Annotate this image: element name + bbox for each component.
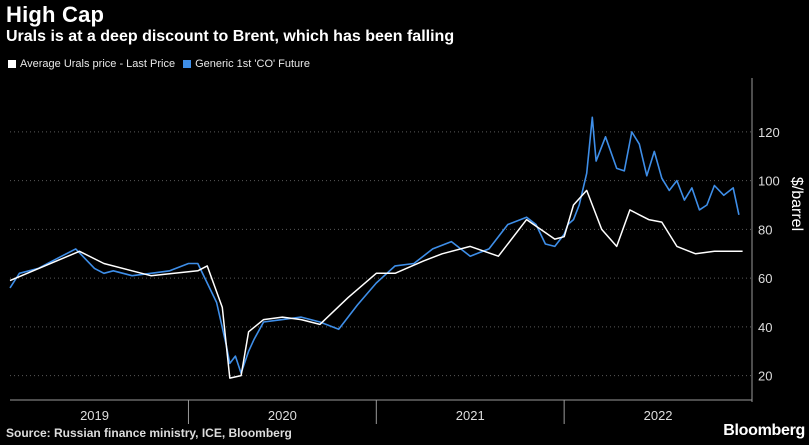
y-tick-label-20: 20 — [758, 369, 772, 384]
x-tick-label-2020: 2020 — [268, 408, 297, 423]
y-tick-label-100: 100 — [758, 174, 780, 189]
chart-subtitle: Urals is at a deep discount to Brent, wh… — [6, 28, 455, 45]
chart-title: High Cap — [6, 2, 105, 27]
y-tick-label-60: 60 — [758, 271, 772, 286]
x-tick-label-2021: 2021 — [456, 408, 485, 423]
y-tick-label-120: 120 — [758, 125, 780, 140]
x-tick-label-2019: 2019 — [80, 408, 109, 423]
legend-label-urals: Average Urals price - Last Price — [20, 58, 176, 70]
bloomberg-logo: Bloomberg — [723, 422, 805, 439]
grid — [10, 131, 752, 377]
legend-swatch-urals — [8, 60, 16, 68]
y-axis-label: $/barrel — [788, 177, 805, 231]
x-tick-label-2022: 2022 — [644, 408, 673, 423]
axes: 20 40 60 80 100 120 2019 2020 2021 2022 — [10, 78, 780, 424]
legend-label-brent: Generic 1st 'CO' Future — [195, 58, 310, 70]
legend: Average Urals price - Last Price Generic… — [8, 58, 318, 70]
y-tick-label-80: 80 — [758, 222, 772, 237]
series-line-urals — [9, 189, 743, 379]
legend-item-urals: Average Urals price - Last Price — [8, 58, 175, 70]
series-layer — [9, 116, 743, 379]
source-note: Source: Russian finance ministry, ICE, B… — [6, 426, 292, 440]
y-tick-label-40: 40 — [758, 320, 772, 335]
series-line-brent — [9, 116, 740, 375]
legend-item-brent: Generic 1st 'CO' Future — [183, 58, 310, 70]
legend-swatch-brent — [183, 60, 192, 68]
